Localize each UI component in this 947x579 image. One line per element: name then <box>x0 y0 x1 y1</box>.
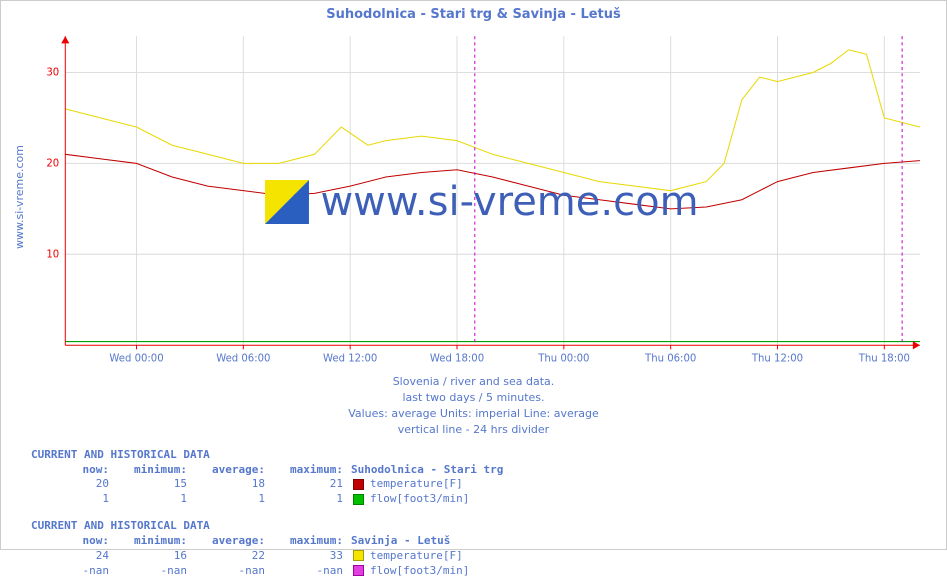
table-cell: -nan <box>265 564 343 579</box>
series-suhodolnica-temp <box>65 154 920 209</box>
data-block: CURRENT AND HISTORICAL DATAnow:minimum:a… <box>31 519 946 578</box>
table-cell: -nan <box>109 564 187 579</box>
table-cell: 15 <box>109 477 187 492</box>
param-label: flow[foot3/min] <box>370 492 469 505</box>
series-name: Savinja - Letuš <box>351 534 469 549</box>
series-savinja-temp <box>65 50 920 191</box>
color-swatch-icon <box>353 479 364 490</box>
chart-svg: 10 20 30 Wed 00:00 Wed 06:00 Wed 12:00 Wed 18:… <box>37 32 926 372</box>
svg-text:Thu 06:00: Thu 06:00 <box>644 354 696 365</box>
svg-text:20: 20 <box>46 158 59 169</box>
param-cell: flow[foot3/min] <box>351 492 503 507</box>
color-swatch-icon <box>353 550 364 561</box>
data-table: now:minimum:average:maximum: Savinja - Le… <box>31 534 469 579</box>
svg-text:Wed 06:00: Wed 06:00 <box>216 354 270 365</box>
color-swatch-icon <box>353 565 364 576</box>
block-title: CURRENT AND HISTORICAL DATA <box>31 448 946 463</box>
table-header: now: <box>31 463 109 478</box>
plot-area: 10 20 30 Wed 00:00 Wed 06:00 Wed 12:00 Wed 18:… <box>37 32 926 372</box>
table-cell: 22 <box>187 549 265 564</box>
svg-text:30: 30 <box>46 67 59 78</box>
table-row: 1111flow[foot3/min] <box>31 492 503 507</box>
table-cell: 21 <box>265 477 343 492</box>
param-cell: temperature[F] <box>351 477 503 492</box>
table-header: maximum: <box>265 463 343 478</box>
table-header: maximum: <box>265 534 343 549</box>
caption-line: last two days / 5 minutes. <box>1 390 946 406</box>
param-cell: temperature[F] <box>351 549 469 564</box>
caption-line: Slovenia / river and sea data. <box>1 374 946 390</box>
svg-text:Wed 12:00: Wed 12:00 <box>323 354 377 365</box>
table-cell: 1 <box>265 492 343 507</box>
block-title: CURRENT AND HISTORICAL DATA <box>31 519 946 534</box>
chart-wrapper: www.si-vreme.com 10 20 30 Wed 00:00 Wed 06:0… <box>1 22 946 372</box>
param-label: temperature[F] <box>370 477 463 490</box>
svg-text:Thu 12:00: Thu 12:00 <box>751 354 803 365</box>
table-cell: 1 <box>31 492 109 507</box>
table-row: 20151821 temperature[F] <box>31 477 503 492</box>
data-block: CURRENT AND HISTORICAL DATAnow:minimum:a… <box>31 448 946 507</box>
svg-text:Thu 00:00: Thu 00:00 <box>537 354 589 365</box>
chart-title: Suhodolnica - Stari trg & Savinja - Letu… <box>1 1 946 22</box>
svg-text:10: 10 <box>46 249 59 260</box>
table-cell: -nan <box>187 564 265 579</box>
table-cell: 1 <box>187 492 265 507</box>
series-name: Suhodolnica - Stari trg <box>351 463 503 478</box>
table-header: now: <box>31 534 109 549</box>
svg-text:Thu 18:00: Thu 18:00 <box>858 354 910 365</box>
caption-line: vertical line - 24 hrs divider <box>1 422 946 438</box>
table-row: 24162233 temperature[F] <box>31 549 469 564</box>
svg-text:Wed 00:00: Wed 00:00 <box>109 354 163 365</box>
param-cell: flow[foot3/min] <box>351 564 469 579</box>
param-label: flow[foot3/min] <box>370 564 469 577</box>
table-header: average: <box>187 534 265 549</box>
table-cell: -nan <box>31 564 109 579</box>
svg-text:Wed 18:00: Wed 18:00 <box>430 354 484 365</box>
table-row: -nan-nan-nan-nanflow[foot3/min] <box>31 564 469 579</box>
chart-captions: Slovenia / river and sea data.last two d… <box>1 374 946 438</box>
table-header: average: <box>187 463 265 478</box>
table-header: minimum: <box>109 534 187 549</box>
color-swatch-icon <box>353 494 364 505</box>
table-cell: 18 <box>187 477 265 492</box>
data-tables: CURRENT AND HISTORICAL DATAnow:minimum:a… <box>1 438 946 579</box>
y-axis-label: www.si-vreme.com <box>13 145 26 249</box>
table-cell: 16 <box>109 549 187 564</box>
table-cell: 33 <box>265 549 343 564</box>
table-header: minimum: <box>109 463 187 478</box>
table-cell: 20 <box>31 477 109 492</box>
table-cell: 24 <box>31 549 109 564</box>
table-cell: 1 <box>109 492 187 507</box>
param-label: temperature[F] <box>370 549 463 562</box>
data-table: now:minimum:average:maximum: Suhodolnica … <box>31 463 503 508</box>
caption-line: Values: average Units: imperial Line: av… <box>1 406 946 422</box>
y-axis-label-container: www.si-vreme.com <box>1 22 37 372</box>
